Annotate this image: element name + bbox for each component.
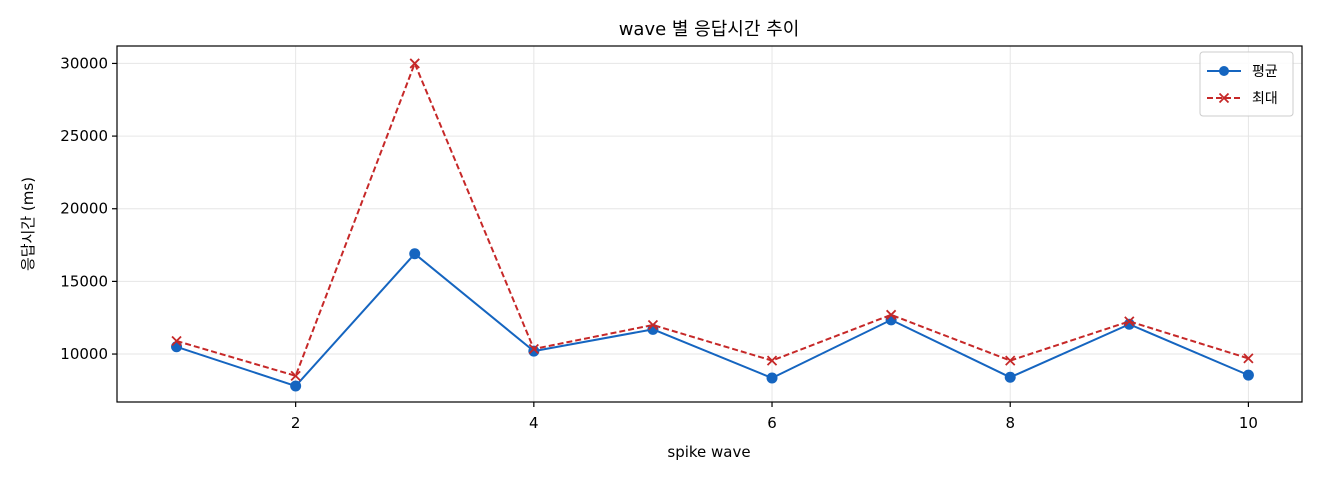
data-point-avg <box>290 380 302 392</box>
legend-label-avg: 평균 <box>1252 64 1278 80</box>
data-point-avg <box>1242 369 1254 381</box>
legend: 평균 최대 <box>1199 51 1294 117</box>
data-point-max <box>171 335 182 347</box>
data-point-max <box>885 309 897 320</box>
data-point-max <box>1243 353 1254 364</box>
x-tick-label: 8 <box>1005 414 1015 432</box>
chart-title: wave 별 응답시간 추이 <box>619 19 800 40</box>
legend-box <box>1199 51 1294 117</box>
data-point-avg <box>766 372 778 384</box>
x-tick-label: 10 <box>1239 414 1258 432</box>
data-point-max <box>766 355 778 366</box>
data-point-avg <box>409 248 421 260</box>
legend-marker-max <box>1218 92 1230 104</box>
series-line-0 <box>176 252 1249 388</box>
grid <box>117 46 1302 402</box>
y-tick-label: 30000 <box>60 54 108 72</box>
data-point-max <box>1124 316 1135 327</box>
data-point-avg <box>1004 371 1016 383</box>
y-tick-label: 10000 <box>60 345 108 363</box>
x-tick-label: 4 <box>529 414 539 432</box>
data-point-max <box>409 58 420 69</box>
data-point-max <box>290 370 301 381</box>
series-layer <box>171 58 1254 392</box>
legend-label-max: 최대 <box>1252 91 1278 107</box>
data-point-max <box>647 319 659 331</box>
axis-ticks: 2 4 6 8 10 10000 15000 20000 25000 30000 <box>60 54 1258 432</box>
x-tick-label: 2 <box>291 414 301 432</box>
y-tick-label: 15000 <box>60 272 108 290</box>
legend-x-marker <box>1218 92 1230 104</box>
y-axis-label: 응답시간 (ms) <box>19 177 37 271</box>
series-line-1 <box>176 62 1249 377</box>
plot-frame <box>116 45 1303 403</box>
legend-marker-avg <box>1219 66 1229 76</box>
y-tick-label: 25000 <box>60 127 108 145</box>
x-axis-label: spike wave <box>667 443 750 461</box>
data-point-max <box>1005 355 1016 366</box>
data-point-max <box>528 343 539 355</box>
x-tick-label: 6 <box>767 414 777 432</box>
y-tick-label: 20000 <box>60 200 108 218</box>
